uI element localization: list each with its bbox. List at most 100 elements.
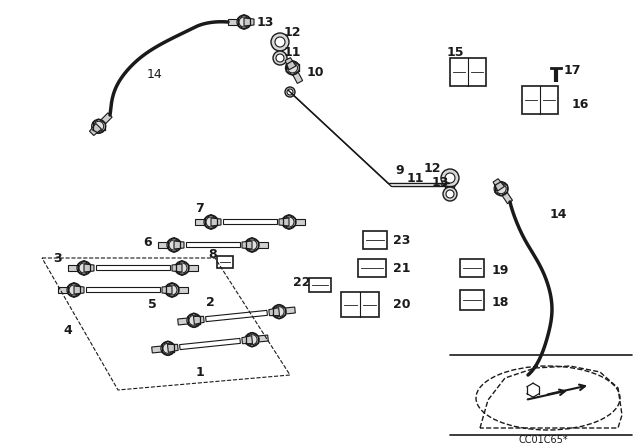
Circle shape (526, 383, 540, 397)
Polygon shape (174, 241, 184, 249)
Polygon shape (152, 345, 166, 353)
Circle shape (287, 89, 293, 95)
Text: 12: 12 (284, 26, 301, 39)
Polygon shape (90, 124, 102, 135)
Polygon shape (269, 308, 280, 316)
Text: 20: 20 (393, 298, 411, 311)
Polygon shape (74, 286, 84, 294)
Circle shape (67, 283, 81, 297)
Polygon shape (158, 242, 172, 248)
Polygon shape (291, 219, 305, 225)
Circle shape (79, 263, 89, 273)
Polygon shape (525, 374, 535, 389)
Polygon shape (211, 218, 221, 226)
Circle shape (239, 17, 249, 27)
Polygon shape (193, 316, 204, 324)
Polygon shape (228, 19, 242, 25)
Polygon shape (529, 389, 539, 401)
Text: 13: 13 (256, 16, 274, 29)
Circle shape (77, 261, 91, 275)
Text: 19: 19 (492, 263, 509, 276)
Bar (450, 58, 486, 86)
Circle shape (274, 306, 284, 317)
Polygon shape (184, 265, 198, 271)
Bar (309, 278, 331, 292)
Text: 3: 3 (54, 251, 62, 264)
Text: 22: 22 (293, 276, 311, 289)
Polygon shape (279, 218, 289, 226)
Text: 6: 6 (144, 236, 152, 249)
Polygon shape (291, 68, 303, 83)
Circle shape (245, 238, 259, 252)
Circle shape (284, 217, 294, 227)
Circle shape (69, 285, 79, 295)
Circle shape (441, 169, 459, 187)
Polygon shape (86, 288, 160, 293)
Circle shape (245, 333, 259, 347)
Text: 13: 13 (431, 176, 449, 189)
Circle shape (285, 61, 300, 75)
Polygon shape (58, 287, 72, 293)
Circle shape (169, 240, 179, 250)
Circle shape (237, 15, 251, 29)
Circle shape (496, 184, 506, 194)
Bar (522, 86, 558, 114)
Text: 2: 2 (205, 296, 214, 309)
Text: 9: 9 (396, 164, 404, 177)
Circle shape (282, 215, 296, 229)
Circle shape (273, 51, 287, 65)
Circle shape (275, 37, 285, 47)
Circle shape (92, 119, 106, 134)
Polygon shape (68, 265, 82, 271)
Circle shape (161, 341, 175, 355)
Bar (460, 259, 484, 277)
Circle shape (165, 283, 179, 297)
Bar (460, 290, 484, 310)
Circle shape (445, 173, 455, 183)
Circle shape (187, 313, 201, 327)
Circle shape (446, 190, 454, 198)
Circle shape (272, 305, 286, 319)
Circle shape (443, 187, 457, 201)
Circle shape (177, 263, 187, 273)
Circle shape (271, 33, 289, 51)
Text: 17: 17 (563, 64, 580, 77)
Text: 5: 5 (148, 298, 156, 311)
Circle shape (167, 238, 181, 252)
Circle shape (287, 63, 298, 73)
Polygon shape (98, 113, 112, 127)
Text: 18: 18 (492, 296, 509, 309)
Polygon shape (500, 189, 513, 204)
Text: 11: 11 (284, 46, 301, 59)
Circle shape (247, 240, 257, 250)
Polygon shape (195, 219, 209, 225)
Polygon shape (84, 264, 94, 272)
Bar (341, 293, 379, 318)
Text: 7: 7 (196, 202, 204, 215)
Circle shape (276, 54, 284, 62)
Circle shape (447, 182, 453, 188)
Polygon shape (285, 58, 296, 70)
Circle shape (206, 217, 216, 227)
Text: 23: 23 (394, 233, 411, 246)
Text: CC01C65*: CC01C65* (518, 435, 568, 445)
Text: 1: 1 (196, 366, 204, 379)
Text: 14: 14 (147, 69, 163, 82)
Text: 8: 8 (209, 249, 218, 262)
Polygon shape (174, 287, 188, 293)
Text: 12: 12 (423, 161, 441, 175)
Polygon shape (96, 266, 170, 271)
Bar (358, 259, 386, 277)
Polygon shape (180, 338, 241, 349)
Polygon shape (244, 18, 254, 26)
Polygon shape (168, 345, 178, 352)
Circle shape (494, 182, 508, 196)
Polygon shape (254, 335, 268, 342)
Circle shape (528, 385, 538, 395)
Polygon shape (186, 242, 240, 247)
Text: 21: 21 (393, 262, 411, 275)
Text: 15: 15 (446, 46, 464, 59)
Polygon shape (254, 242, 268, 248)
Polygon shape (205, 310, 268, 322)
Text: 10: 10 (307, 65, 324, 78)
